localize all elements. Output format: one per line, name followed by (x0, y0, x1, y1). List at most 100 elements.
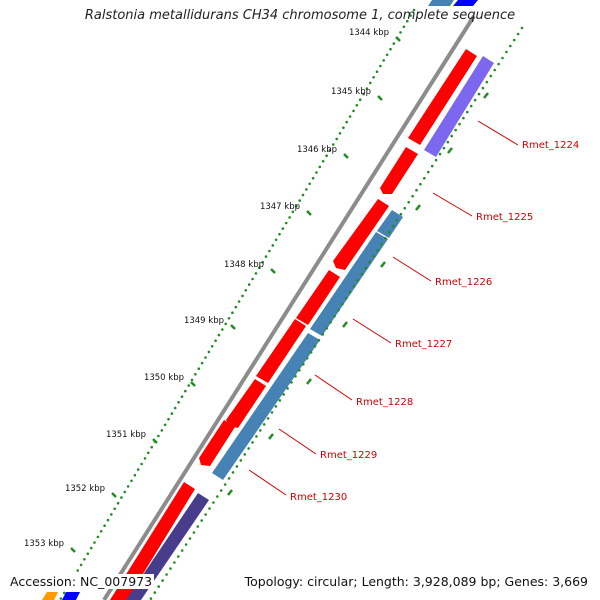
gene-label[interactable]: Rmet_1225 (476, 212, 533, 223)
inner-dot (239, 459, 243, 462)
ruler-dot (231, 311, 234, 315)
inner-dot (348, 291, 352, 294)
ruler-tick-label: 1345 kbp (331, 87, 371, 97)
inner-dot (497, 62, 500, 66)
inner-dot (173, 561, 176, 564)
ruler-dot (274, 238, 278, 242)
sequence-summary: Topology: circular; Length: 3,928,089 bp… (242, 574, 590, 589)
ruler-dot (399, 31, 402, 34)
inner-tick-mark (415, 204, 421, 211)
inner-dot (368, 260, 372, 264)
gene-leader-line (432, 192, 473, 217)
inner-dot (493, 68, 497, 72)
ruler-dot (147, 451, 150, 455)
gene-label[interactable]: Rmet_1229 (320, 450, 377, 461)
inner-tick-mark (227, 489, 233, 496)
ruler-tick-label: 1347 kbp (260, 202, 300, 212)
inner-dot (329, 321, 332, 324)
ruler-dot (103, 524, 106, 527)
inner-tick-mark (342, 321, 348, 328)
inner-dot (399, 212, 403, 216)
inner-dot (380, 242, 383, 246)
cds-forward (256, 319, 306, 383)
inner-dot (430, 164, 434, 168)
inner-dot (477, 92, 481, 96)
ruler-dot (298, 199, 302, 202)
ruler-dot (140, 462, 143, 466)
inner-dot (259, 429, 262, 432)
ruler-tick-label: 1350 kbp (144, 373, 184, 383)
ruler-dot (237, 300, 241, 303)
ruler-dot (332, 143, 335, 146)
top-partial-features (428, 0, 478, 6)
inner-tick-mark (268, 433, 274, 440)
ruler-dot (254, 272, 258, 275)
inner-dot (227, 477, 231, 480)
gene-leader-line (248, 469, 287, 496)
inner-dot (516, 32, 520, 36)
ruler-ticks (70, 36, 401, 553)
inner-dot (243, 453, 246, 456)
ruler-dot (271, 244, 275, 247)
ruler-tick-mark (377, 95, 383, 101)
ruler-dot (99, 530, 103, 533)
inner-dot (200, 519, 203, 522)
inner-dot (384, 236, 387, 240)
ruler-dot (167, 417, 170, 421)
ruler-dot (157, 434, 160, 438)
inner-dot (512, 38, 516, 42)
ruler-tick-label: 1353 kbp (24, 539, 64, 549)
ruler-tick-mark (152, 438, 158, 444)
ruler-dot (150, 445, 153, 449)
gene-label[interactable]: Rmet_1228 (356, 397, 413, 408)
inner-dot (255, 435, 258, 438)
inner-dot (298, 369, 301, 372)
inner-dot (278, 399, 282, 402)
inner-dot (485, 80, 489, 84)
cds-reverse (424, 56, 494, 157)
gene-label[interactable]: Rmet_1230 (290, 492, 347, 503)
gene-labels: Rmet_1224 Rmet_1225 Rmet_1226 Rmet_1227 Rmet… (290, 140, 579, 503)
ruler-dot (116, 501, 120, 505)
cds-forward (199, 420, 235, 466)
inner-dot (208, 507, 211, 510)
inner-dot (372, 254, 375, 258)
ruler-dot (86, 552, 90, 555)
gene-label[interactable]: Rmet_1227 (395, 339, 452, 350)
inner-dot (282, 393, 286, 396)
ruler-dot (335, 137, 339, 141)
inner-dot (438, 152, 442, 156)
ruler-dot (385, 53, 389, 57)
inner-dot (415, 188, 418, 192)
inner-dot (360, 272, 364, 276)
inner-dot (294, 375, 297, 378)
ruler-dot (214, 339, 217, 343)
gene-leader-line (477, 120, 519, 146)
ruler-dot (409, 14, 412, 17)
ruler-dot (93, 541, 96, 544)
inner-dot (223, 483, 227, 486)
ruler-dot (308, 182, 312, 186)
gene-label[interactable]: Rmet_1226 (435, 277, 492, 288)
inner-dot (262, 423, 266, 426)
inner-dot (450, 134, 454, 138)
ruler-dot (106, 518, 110, 522)
inner-dot (423, 176, 426, 180)
ruler-tick-label: 1352 kbp (65, 484, 105, 494)
ruler-dot (96, 535, 100, 539)
ruler-dot (251, 277, 254, 281)
inner-dot (204, 513, 207, 516)
ruler-dot (305, 188, 308, 191)
inner-dot (509, 44, 512, 48)
cds-reverse (310, 232, 388, 336)
inner-dot (165, 573, 168, 576)
inner-dotted-line (149, 26, 524, 600)
gene-label[interactable]: Rmet_1224 (522, 140, 579, 151)
ruler-dot (126, 485, 130, 488)
gene-leader-line (278, 428, 317, 455)
ruler-dot (352, 109, 355, 113)
ruler-dot (318, 165, 322, 169)
inner-dot (352, 285, 356, 288)
ruler-dot (406, 19, 409, 23)
ruler-dotted-line (59, 8, 416, 600)
